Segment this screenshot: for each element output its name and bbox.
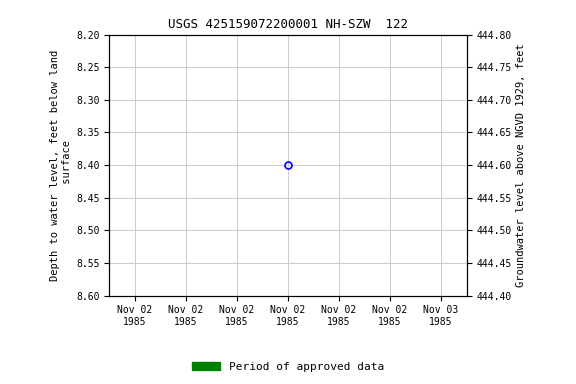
Title: USGS 425159072200001 NH-SZW  122: USGS 425159072200001 NH-SZW 122	[168, 18, 408, 31]
Legend: Period of approved data: Period of approved data	[188, 358, 388, 377]
Y-axis label: Groundwater level above NGVD 1929, feet: Groundwater level above NGVD 1929, feet	[516, 43, 526, 287]
Y-axis label: Depth to water level, feet below land
 surface: Depth to water level, feet below land su…	[51, 50, 72, 281]
